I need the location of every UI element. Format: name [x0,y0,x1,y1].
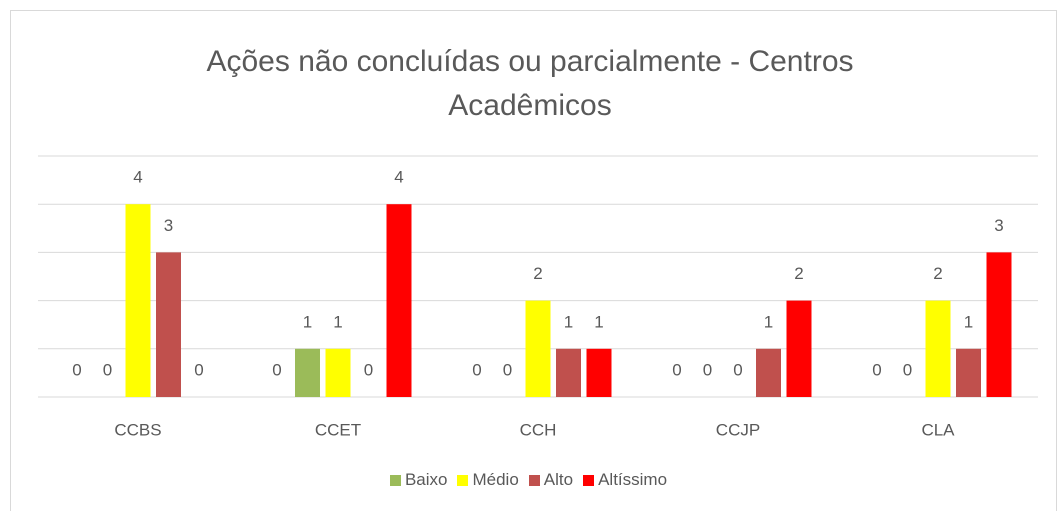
data-label: 1 [764,312,773,331]
legend-item: Alto [528,470,574,490]
data-label: 2 [533,264,542,283]
bar [556,348,581,397]
legend-label: Alto [543,470,574,489]
legend-label: Médio [472,470,519,489]
data-label: 2 [933,264,942,283]
data-label: 1 [303,312,312,331]
x-tick-label: CCJP [716,420,760,439]
data-label: 0 [364,360,373,379]
data-label: 2 [794,264,803,283]
data-label: 1 [594,312,603,331]
data-label: 1 [333,312,342,331]
bar [925,300,951,397]
legend-label: Baixo [404,470,448,489]
legend-swatch [457,474,469,486]
data-label: 0 [672,360,681,379]
bar [125,204,151,397]
bar [956,348,981,397]
data-label: 1 [564,312,573,331]
x-tick-label: CCH [520,420,557,439]
chart-title: Ações não concluídas ou parcialmente - C… [206,45,854,122]
x-tick-label: CCBS [114,420,161,439]
data-label: 0 [272,360,281,379]
legend: Baixo Médio Alto Altíssimo [0,470,1057,490]
data-label: 4 [394,168,403,187]
legend-swatch [528,474,540,486]
legend-swatch [583,474,595,486]
data-label: 4 [133,168,142,187]
data-label: 0 [103,360,112,379]
x-tick-label: CLA [921,420,955,439]
data-label: 0 [503,360,512,379]
data-label: 0 [703,360,712,379]
bar [295,348,320,397]
bar [156,252,181,397]
legend-item: Médio [457,470,519,490]
data-label: 1 [964,312,973,331]
data-label: 0 [472,360,481,379]
x-tick-label: CCET [315,420,361,439]
data-label: 0 [872,360,881,379]
data-label: 3 [994,216,1003,235]
bar [756,348,781,397]
data-label: 0 [72,360,81,379]
legend-item: Altíssimo [583,470,667,490]
bar [386,204,412,397]
legend-label: Altíssimo [598,470,668,489]
data-label: 0 [903,360,912,379]
bar [586,348,612,397]
bar [986,252,1012,397]
bar [525,300,551,397]
data-label: 3 [164,216,173,235]
bar [786,300,812,397]
bar [325,348,351,397]
data-label: 0 [733,360,742,379]
legend-item: Baixo [389,470,448,490]
data-label: 0 [194,360,203,379]
legend-swatch [389,474,401,486]
